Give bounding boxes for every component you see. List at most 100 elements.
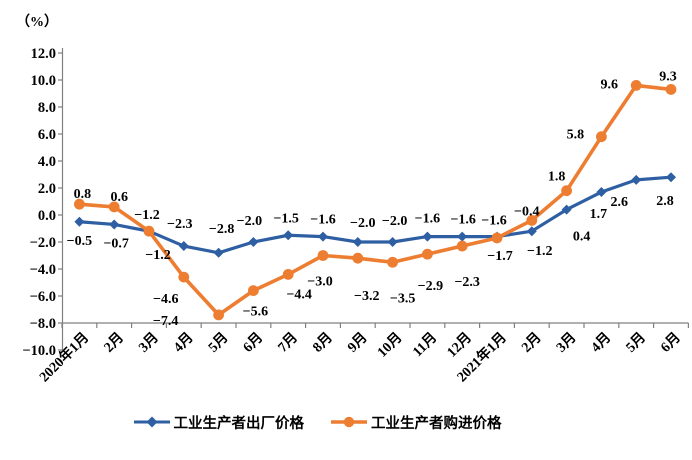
series-1-marker — [422, 248, 433, 260]
series-0-marker — [596, 187, 607, 198]
purchase-price-legend-marker-icon — [331, 416, 367, 428]
series-1-marker — [74, 198, 85, 210]
series-0-marker — [318, 231, 328, 242]
series-0-data-label: −2.0 — [237, 214, 262, 229]
series-0-marker — [352, 237, 363, 247]
series-1-data-label: −7.4 — [153, 314, 178, 329]
series-0-marker — [213, 247, 224, 258]
series-0-marker — [387, 237, 398, 247]
series-line-0 — [77, 175, 673, 255]
factory-price-legend-marker-icon — [133, 416, 170, 428]
series-0-marker — [74, 216, 85, 227]
y-axis-tick-label: 10.0 — [31, 73, 56, 89]
series-1-marker — [248, 285, 259, 296]
series-1-data-label: 0.6 — [110, 190, 128, 205]
x-axis-category-label: 7月 — [275, 330, 301, 356]
x-axis-category-label: 4月 — [170, 330, 196, 356]
series-1-marker — [317, 250, 329, 261]
series-0-data-label: −0.7 — [103, 236, 128, 251]
y-axis-tick-label: 0.0 — [38, 208, 56, 224]
series-0-data-label: −0.5 — [67, 234, 92, 249]
x-axis-category-label: 3月 — [136, 330, 162, 356]
y-axis-tick-label: 8.0 — [38, 100, 56, 116]
series-0-data-label: −2.3 — [167, 217, 192, 232]
series-1-data-label: −2.3 — [454, 275, 479, 290]
y-axis-tick-label: −10.0 — [22, 343, 56, 359]
x-axis-category-label: 2月 — [101, 330, 127, 356]
x-axis-category-label: 4月 — [588, 330, 614, 356]
series-1-marker — [213, 309, 225, 321]
series-0-data-label: −2.8 — [209, 222, 234, 237]
legend-label-purchase-price: 工业生产者购进价格 — [371, 415, 502, 432]
series-1-data-label: 9.3 — [659, 69, 677, 84]
series-0-marker — [248, 237, 259, 247]
series-0-data-label: −1.6 — [310, 213, 335, 228]
series-0-marker — [422, 231, 433, 242]
x-axis-category-label: 8月 — [310, 330, 336, 356]
x-axis-category-label: 6月 — [658, 330, 684, 356]
series-0-data-label: −1.5 — [273, 211, 298, 226]
series-1-data-label: 1.8 — [548, 170, 566, 185]
series-1-marker — [282, 269, 294, 280]
series-1-marker — [352, 252, 364, 264]
x-axis-category-label: 11月 — [410, 330, 441, 361]
series-1-data-label: 0.8 — [74, 187, 92, 202]
series-0-data-label: 1.7 — [590, 207, 608, 222]
y-axis-unit-label: （%） — [16, 14, 58, 30]
series-0-marker — [457, 231, 468, 242]
y-axis-tick-label: −8.0 — [30, 316, 56, 332]
x-axis-category-label: 9月 — [344, 330, 370, 356]
series-1-marker — [108, 201, 120, 213]
series-1-marker — [143, 225, 155, 237]
series-0-marker — [666, 172, 676, 183]
series-0-marker — [178, 241, 189, 252]
series-1-data-label: −4.6 — [153, 292, 178, 307]
series-1-data-label: −2.9 — [418, 279, 443, 294]
y-axis-tick-label: 4.0 — [38, 154, 56, 170]
series-0-data-label: −1.2 — [527, 244, 552, 259]
series-1-data-label: −5.6 — [243, 305, 268, 320]
x-axis-category-label: 5月 — [205, 330, 231, 356]
series-0-marker — [631, 174, 642, 185]
series-line-1 — [77, 83, 673, 317]
series-1-data-label: −3.0 — [307, 275, 332, 290]
series-1-data-label: −3.2 — [354, 289, 379, 304]
series-0-data-label: −2.0 — [350, 216, 375, 231]
y-axis-tick-label: 12.0 — [31, 46, 56, 62]
series-1-marker — [665, 84, 677, 95]
y-axis-tick-label: 6.0 — [38, 127, 56, 143]
chart-canvas: （%） 12.0 10.0 8.0 6.0 4.0 2.0 0.0 −2.0 −4.0 −6.0 −8… — [16, 14, 690, 385]
series-1-marker — [561, 185, 572, 197]
series-0-data-label: 2.8 — [656, 194, 674, 209]
series-1-marker — [178, 271, 190, 283]
x-axis-category-label: 12月 — [444, 330, 475, 361]
legend-item-factory-price: 工业生产者出厂价格 — [133, 412, 305, 433]
series-0-marker — [526, 226, 537, 237]
y-axis-tick-label: −2.0 — [30, 235, 56, 251]
series-0-data-label: −1.6 — [415, 212, 440, 227]
series-1-data-label: −1.2 — [145, 248, 170, 263]
series-1-data-label: 9.6 — [600, 77, 618, 92]
series-1-data-label: 5.8 — [567, 128, 585, 143]
series-1-data-label: −1.7 — [487, 249, 512, 264]
series-1-marker — [630, 80, 642, 91]
x-axis-category-label: 10月 — [374, 330, 405, 361]
series-0-marker — [283, 230, 294, 241]
series-1-data-label: −4.4 — [286, 287, 311, 302]
legend: 工业生产者出厂价格 工业生产者购进价格 — [0, 411, 634, 433]
series-1-marker — [491, 232, 503, 244]
legend-label-factory-price: 工业生产者出厂价格 — [173, 415, 305, 432]
y-axis-tick-label: −4.0 — [30, 262, 56, 278]
series-0-data-label: 2.6 — [610, 195, 628, 210]
series-1-data-label: −0.4 — [514, 204, 539, 219]
series-0-data-label: −1.2 — [134, 208, 159, 223]
x-axis-category-label: 6月 — [240, 330, 266, 356]
series-0-data-label: 0.4 — [573, 230, 591, 245]
series-0-data-label: −2.0 — [382, 214, 407, 229]
y-axis-tick-label: −6.0 — [30, 289, 56, 305]
series-1-marker — [456, 240, 468, 252]
series-0-marker — [561, 204, 572, 215]
series-1-marker — [596, 131, 607, 143]
series-1-marker — [387, 256, 398, 268]
legend-item-purchase-price: 工业生产者购进价格 — [330, 412, 502, 433]
